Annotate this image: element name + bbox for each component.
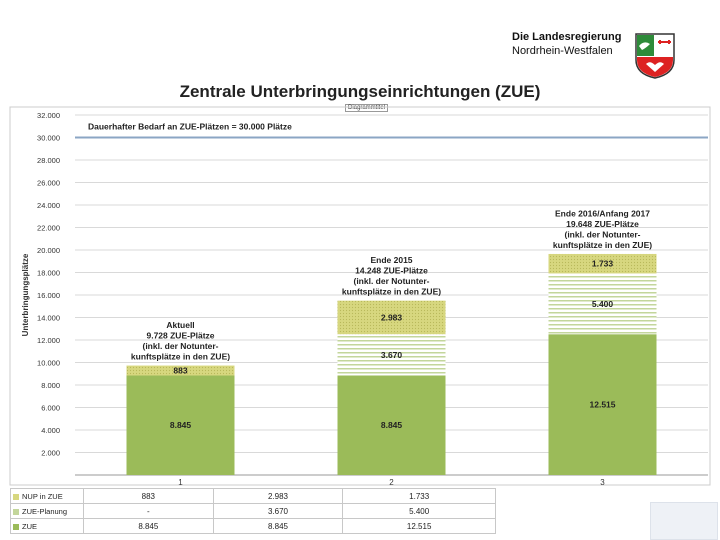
bar-annotation: (inkl. der Notunter- xyxy=(564,229,640,239)
legend-swatch xyxy=(13,523,19,530)
table-cell: 8.845 xyxy=(212,518,344,534)
table-cell: 883 xyxy=(83,488,214,504)
y-tick-label: 26.000 xyxy=(37,179,60,188)
org-line-1: Die Landesregierung xyxy=(512,31,622,43)
bar-annotation: (inkl. der Notunter- xyxy=(353,276,429,286)
bar-annotation: kunftsplätze in den ZUE) xyxy=(342,287,441,297)
y-tick-label: 12.000 xyxy=(37,336,60,345)
y-tick-label: 28.000 xyxy=(37,156,60,165)
data-label: 3.670 xyxy=(381,350,403,360)
table-cell: 5.400 xyxy=(342,503,496,519)
table-cell: 1.733 xyxy=(342,488,496,504)
y-tick-label: 16.000 xyxy=(37,291,60,300)
data-label: 883 xyxy=(173,366,187,376)
corner-watermark xyxy=(650,502,718,540)
table-cell: 8.845 xyxy=(83,518,214,534)
bar-zue xyxy=(126,375,235,475)
bar-annotation: 14.248 ZUE-Plätze xyxy=(355,266,428,276)
diagram-title-tag: Diagrammtitel xyxy=(345,104,389,112)
bar-nup xyxy=(337,300,446,335)
legend-label: ZUE-Planung xyxy=(22,506,68,516)
y-axis-label: Unterbringungsplätze xyxy=(21,253,30,336)
bar-annotation: kunftsplätze in den ZUE) xyxy=(553,240,652,250)
org-name: Die Landesregierung Nordrhein-Westfalen xyxy=(512,30,621,58)
data-label: 8.845 xyxy=(381,420,403,430)
bar-annotation: Ende 2015 xyxy=(370,255,412,265)
data-label: 8.845 xyxy=(170,420,192,430)
y-tick-label: 6.000 xyxy=(41,404,60,413)
table-row-label: ZUE xyxy=(10,518,84,534)
x-tick-label: 1 xyxy=(178,478,183,487)
bar-zue xyxy=(337,375,446,475)
bar-nup xyxy=(126,365,235,376)
x-tick-label: 2 xyxy=(389,478,394,487)
table-cell: 3.670 xyxy=(212,503,344,519)
y-tick-label: 4.000 xyxy=(41,426,60,435)
table-row: ZUE 8.845 8.845 12.515 xyxy=(10,518,496,534)
bar-annotation: (inkl. der Notunter- xyxy=(142,341,218,351)
y-tick-label: 14.000 xyxy=(37,314,60,323)
table-row-label: ZUE-Planung xyxy=(10,503,84,519)
nrw-crest-icon xyxy=(635,33,675,79)
bar-nup xyxy=(548,253,657,274)
reference-line-label: Dauerhafter Bedarf an ZUE-Plätzen = 30.0… xyxy=(88,122,292,132)
plot-frame xyxy=(9,106,711,486)
y-tick-label: 30.000 xyxy=(37,134,60,143)
table-cell: 2.983 xyxy=(212,488,344,504)
bar-annotation: Aktuell xyxy=(166,320,194,330)
bar-annotation: Ende 2016/Anfang 2017 xyxy=(555,208,650,218)
y-tick-label: 24.000 xyxy=(37,201,60,210)
bar-annotation: kunftsplätze in den ZUE) xyxy=(131,352,230,362)
table-row: NUP in ZUE 883 2.983 1.733 xyxy=(10,488,496,504)
x-tick-label: 3 xyxy=(600,478,605,487)
y-tick-label: 18.000 xyxy=(37,269,60,278)
data-label: 12.515 xyxy=(590,400,616,410)
data-table: NUP in ZUE 883 2.983 1.733 ZUE-Planung -3.670… xyxy=(10,488,496,534)
y-tick-label: 32.000 xyxy=(37,111,60,120)
table-row: ZUE-Planung -3.670 5.400 xyxy=(10,503,496,519)
table-row-label: NUP in ZUE xyxy=(10,488,84,504)
bar-zue xyxy=(548,334,657,475)
org-line-2: Nordrhein-Westfalen xyxy=(512,45,613,57)
bar-annotation: 9.728 ZUE-Plätze xyxy=(146,331,214,341)
table-cell: - xyxy=(83,503,214,519)
legend-swatch xyxy=(13,493,19,500)
data-label: 1.733 xyxy=(592,259,614,269)
y-tick-label: 20.000 xyxy=(37,246,60,255)
table-cell: 12.515 xyxy=(342,518,496,534)
data-label: 2.983 xyxy=(381,312,403,322)
legend-swatch xyxy=(13,508,19,515)
legend-label: NUP in ZUE xyxy=(22,491,63,501)
y-tick-label: 22.000 xyxy=(37,224,60,233)
y-tick-label: 2.000 xyxy=(41,449,60,458)
y-tick-label: 10.000 xyxy=(37,359,60,368)
data-label: 5.400 xyxy=(592,299,614,309)
bar-annotation: 19.648 ZUE-Plätze xyxy=(566,219,639,229)
chart-title: Zentrale Unterbringungseinrichtungen (ZU… xyxy=(179,82,541,101)
legend-label: ZUE xyxy=(22,521,37,531)
y-tick-label: 8.000 xyxy=(41,381,60,390)
bar-zue-planung xyxy=(337,334,446,376)
bar-zue-planung xyxy=(548,273,657,335)
